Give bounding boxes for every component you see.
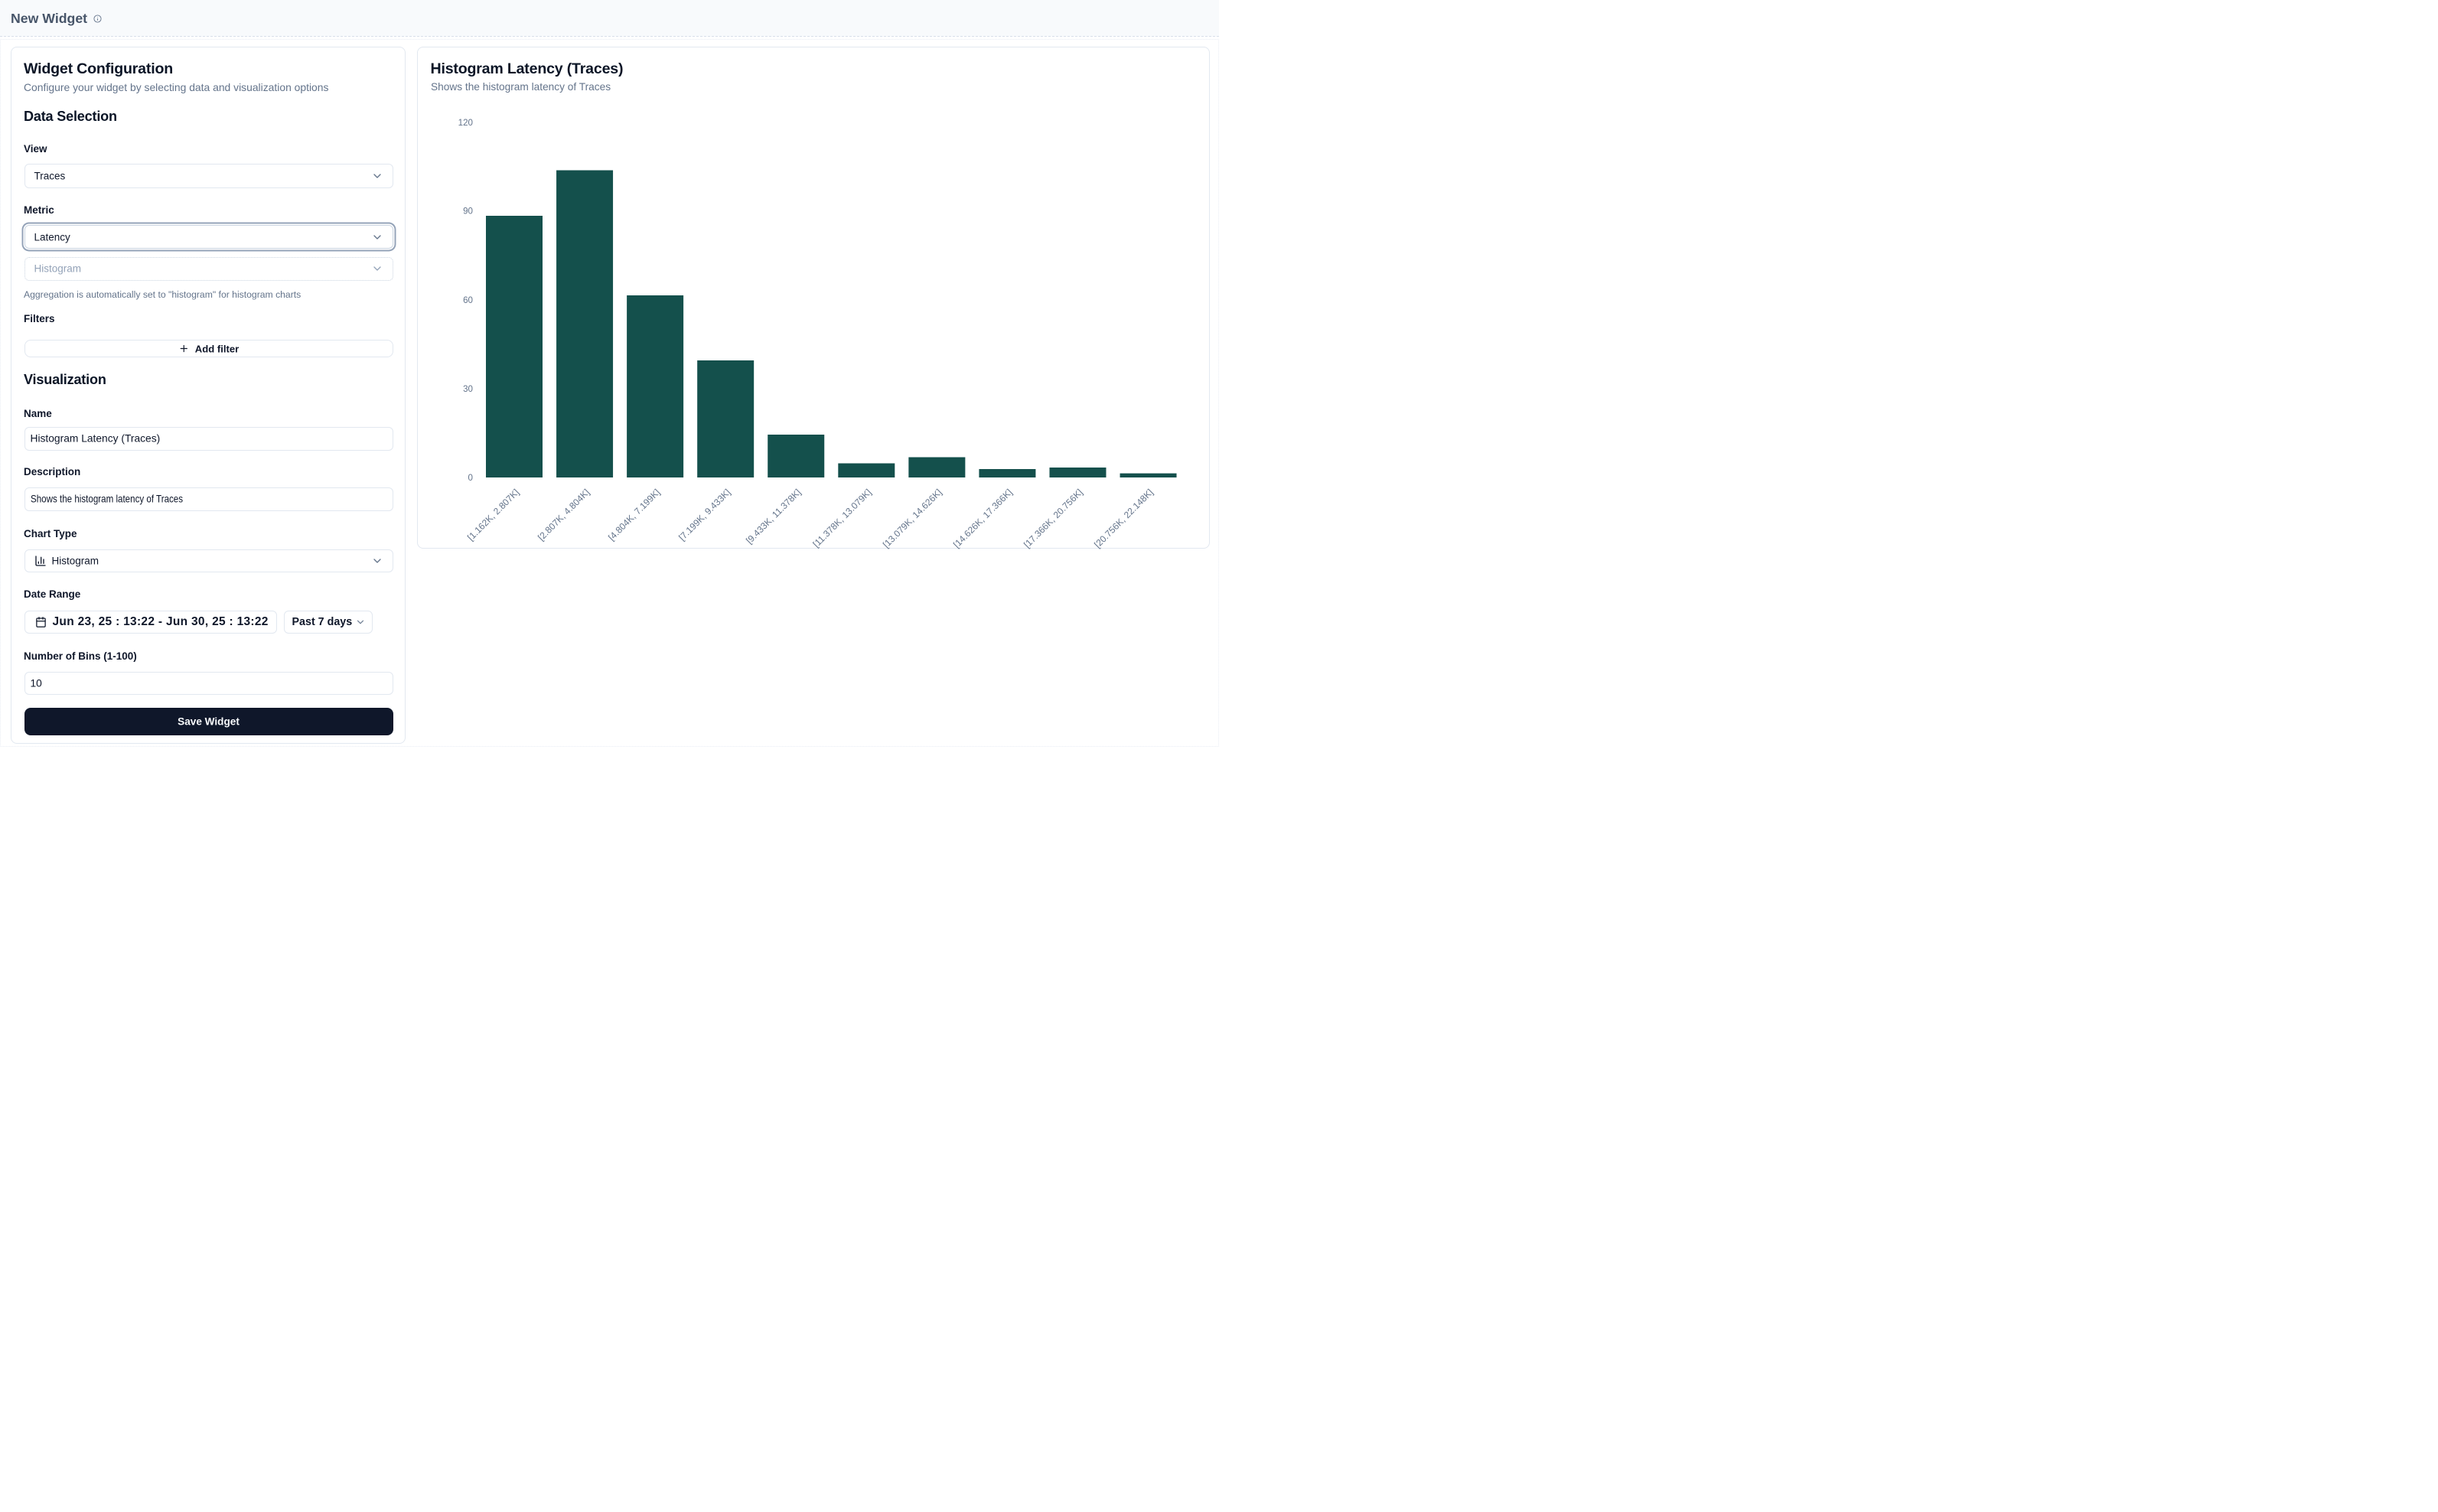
svg-text:[9.433K, 11.378K]: [9.433K, 11.378K] xyxy=(744,487,803,546)
svg-text:[17.366K, 20.756K]: [17.366K, 20.756K] xyxy=(1022,487,1085,549)
svg-text:30: 30 xyxy=(463,384,473,394)
svg-text:120: 120 xyxy=(458,118,473,128)
svg-text:60: 60 xyxy=(463,295,473,305)
svg-text:90: 90 xyxy=(463,207,473,217)
svg-text:[11.378K, 13.079K]: [11.378K, 13.079K] xyxy=(810,487,873,549)
svg-text:[14.626K, 17.366K]: [14.626K, 17.366K] xyxy=(951,487,1015,549)
svg-text:[20.756K, 22.148K]: [20.756K, 22.148K] xyxy=(1092,487,1155,549)
svg-text:[4.804K, 7.199K]: [4.804K, 7.199K] xyxy=(606,487,662,543)
svg-text:[7.199K, 9.433K]: [7.199K, 9.433K] xyxy=(676,487,732,543)
svg-text:[13.079K, 14.626K]: [13.079K, 14.626K] xyxy=(881,487,944,549)
svg-text:[1.162K, 2.807K]: [1.162K, 2.807K] xyxy=(465,487,521,543)
svg-text:[2.807K, 4.804K]: [2.807K, 4.804K] xyxy=(536,487,592,543)
svg-text:0: 0 xyxy=(468,473,473,483)
